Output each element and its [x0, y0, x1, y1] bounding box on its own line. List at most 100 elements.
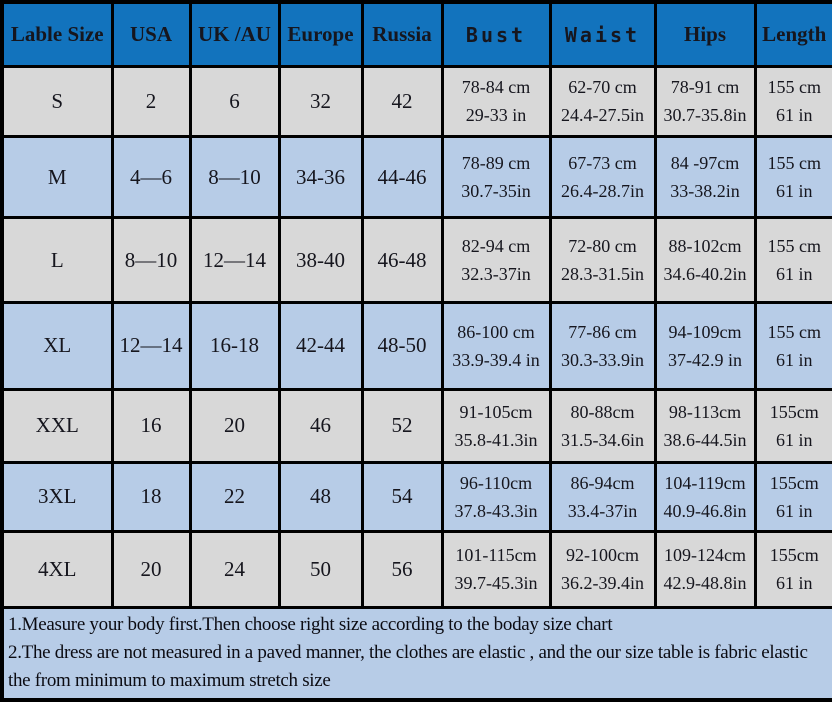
europe-cell: 32 — [277, 65, 364, 138]
uk-au-cell: 20 — [188, 387, 281, 464]
bust-cell: 101-115cm 39.7-45.3in — [440, 529, 552, 609]
waist-cm: 72-80 cm — [568, 236, 637, 257]
length-cm: 155cm — [769, 472, 819, 493]
bust-cm: 78-89 cm — [461, 153, 531, 174]
hips-cm: 78-91 cm — [670, 77, 740, 98]
bust-in: 29-33 in — [465, 105, 527, 126]
usa-cell: 18 — [110, 460, 192, 533]
hips-cm: 84 -97cm — [670, 153, 740, 174]
column-header-length: Length — [753, 0, 832, 68]
waist-in: 30.3-33.9in — [561, 349, 644, 370]
length-cell: 155cm 61 in — [753, 387, 832, 464]
waist-cm: 77-86 cm — [568, 321, 637, 342]
table-row-4xl: 4XL 20 24 50 56 101-115cm 39.7-45.3in 92… — [0, 529, 832, 609]
bust-cm: 101-115cm — [455, 545, 537, 566]
hips-in: 30.7-35.8in — [663, 105, 747, 126]
waist-cell: 86-94cm 33.4-37in — [548, 460, 657, 533]
length-cm: 155 cm — [767, 321, 822, 342]
table-row-xxl: XXL 16 20 46 52 91-105cm 35.8-41.3in 80-… — [0, 387, 832, 464]
uk-au-cell: 24 — [188, 529, 281, 609]
uk-au-cell: 12—14 — [188, 216, 281, 305]
column-header-bust: Bust — [440, 0, 552, 68]
table-header: Lable Size USA UK /AU Europe Russia Bust… — [0, 0, 832, 68]
bust-cm: 91-105cm — [459, 401, 533, 422]
length-cm: 155cm — [769, 545, 819, 566]
note-line-2: 2.The dress are not measured in a paved … — [8, 642, 808, 692]
column-header-europe: Europe — [277, 0, 364, 68]
russia-cell: 46-48 — [360, 216, 444, 305]
hips-in: 37-42.9 in — [668, 349, 742, 370]
table-row-xl: XL 12—14 16-18 42-44 48-50 86-100 cm 33.… — [0, 301, 832, 391]
waist-cell: 62-70 cm 24.4-27.5in — [548, 65, 657, 138]
header-row: Lable Size USA UK /AU Europe Russia Bust… — [0, 0, 832, 68]
hips-cm: 88-102cm — [668, 236, 742, 257]
length-cm: 155 cm — [767, 236, 822, 257]
bust-cell: 91-105cm 35.8-41.3in — [440, 387, 552, 464]
size-label-cell: S — [0, 65, 114, 138]
europe-cell: 48 — [277, 460, 364, 533]
bust-in: 33.9-39.4 in — [452, 349, 540, 370]
usa-cell: 2 — [110, 65, 192, 138]
bust-cm: 78-84 cm — [461, 77, 531, 98]
usa-cell: 4—6 — [110, 134, 192, 220]
bust-cell: 96-110cm 37.8-43.3in — [440, 460, 552, 533]
bust-cm: 86-100 cm — [457, 321, 535, 342]
waist-cm: 92-100cm — [566, 545, 639, 566]
length-in: 61 in — [775, 181, 813, 202]
bust-cm: 82-94 cm — [461, 236, 531, 257]
hips-cm: 98-113cm — [668, 401, 742, 422]
length-cell: 155cm 61 in — [753, 529, 832, 609]
size-label-cell: L — [0, 216, 114, 305]
bust-cm: 96-110cm — [459, 472, 533, 493]
column-header-russia: Russia — [360, 0, 444, 68]
length-in: 61 in — [775, 500, 813, 521]
size-label-cell: M — [0, 134, 114, 220]
bust-cell: 78-89 cm 30.7-35in — [440, 134, 552, 220]
hips-cm: 94-109cm — [668, 321, 742, 342]
uk-au-cell: 22 — [188, 460, 281, 533]
table-row-l: L 8—10 12—14 38-40 46-48 82-94 cm 32.3-3… — [0, 216, 832, 305]
waist-in: 33.4-37in — [567, 500, 638, 521]
usa-cell: 12—14 — [110, 301, 192, 391]
bust-in: 35.8-41.3in — [454, 429, 538, 450]
length-cm: 155 cm — [767, 77, 822, 98]
bust-in: 32.3-37in — [461, 264, 531, 285]
hips-in: 38.6-44.5in — [663, 429, 747, 450]
length-in: 61 in — [775, 573, 813, 594]
column-header-waist: Waist — [548, 0, 657, 68]
table-row-3xl: 3XL 18 22 48 54 96-110cm 37.8-43.3in 86-… — [0, 460, 832, 533]
hips-cell: 78-91 cm 30.7-35.8in — [653, 65, 757, 138]
waist-in: 31.5-34.6in — [561, 429, 644, 450]
bust-in: 37.8-43.3in — [454, 500, 538, 521]
europe-cell: 38-40 — [277, 216, 364, 305]
hips-in: 34.6-40.2in — [663, 264, 747, 285]
bust-cell: 86-100 cm 33.9-39.4 in — [440, 301, 552, 391]
bust-cell: 82-94 cm 32.3-37in — [440, 216, 552, 305]
waist-cell: 80-88cm 31.5-34.6in — [548, 387, 657, 464]
europe-cell: 34-36 — [277, 134, 364, 220]
waist-in: 26.4-28.7in — [561, 181, 644, 202]
waist-cell: 67-73 cm 26.4-28.7in — [548, 134, 657, 220]
length-cell: 155 cm 61 in — [753, 301, 832, 391]
hips-cm: 104-119cm — [664, 472, 746, 493]
hips-cell: 98-113cm 38.6-44.5in — [653, 387, 757, 464]
length-cell: 155 cm 61 in — [753, 216, 832, 305]
hips-cell: 84 -97cm 33-38.2in — [653, 134, 757, 220]
length-in: 61 in — [775, 105, 813, 126]
europe-cell: 46 — [277, 387, 364, 464]
length-cell: 155 cm 61 in — [753, 65, 832, 138]
column-header-uk-au: UK /AU — [188, 0, 281, 68]
size-label-cell: XL — [0, 301, 114, 391]
table-row-s: S 2 6 32 42 78-84 cm 29-33 in 62-70 cm 2… — [0, 65, 832, 138]
column-header-usa: USA — [110, 0, 192, 68]
uk-au-cell: 16-18 — [188, 301, 281, 391]
bust-cell: 78-84 cm 29-33 in — [440, 65, 552, 138]
waist-cell: 77-86 cm 30.3-33.9in — [548, 301, 657, 391]
size-label-cell: 3XL — [0, 460, 114, 533]
length-cm: 155 cm — [767, 153, 822, 174]
waist-in: 36.2-39.4in — [561, 573, 644, 594]
table-body: S 2 6 32 42 78-84 cm 29-33 in 62-70 cm 2… — [0, 65, 832, 702]
usa-cell: 16 — [110, 387, 192, 464]
